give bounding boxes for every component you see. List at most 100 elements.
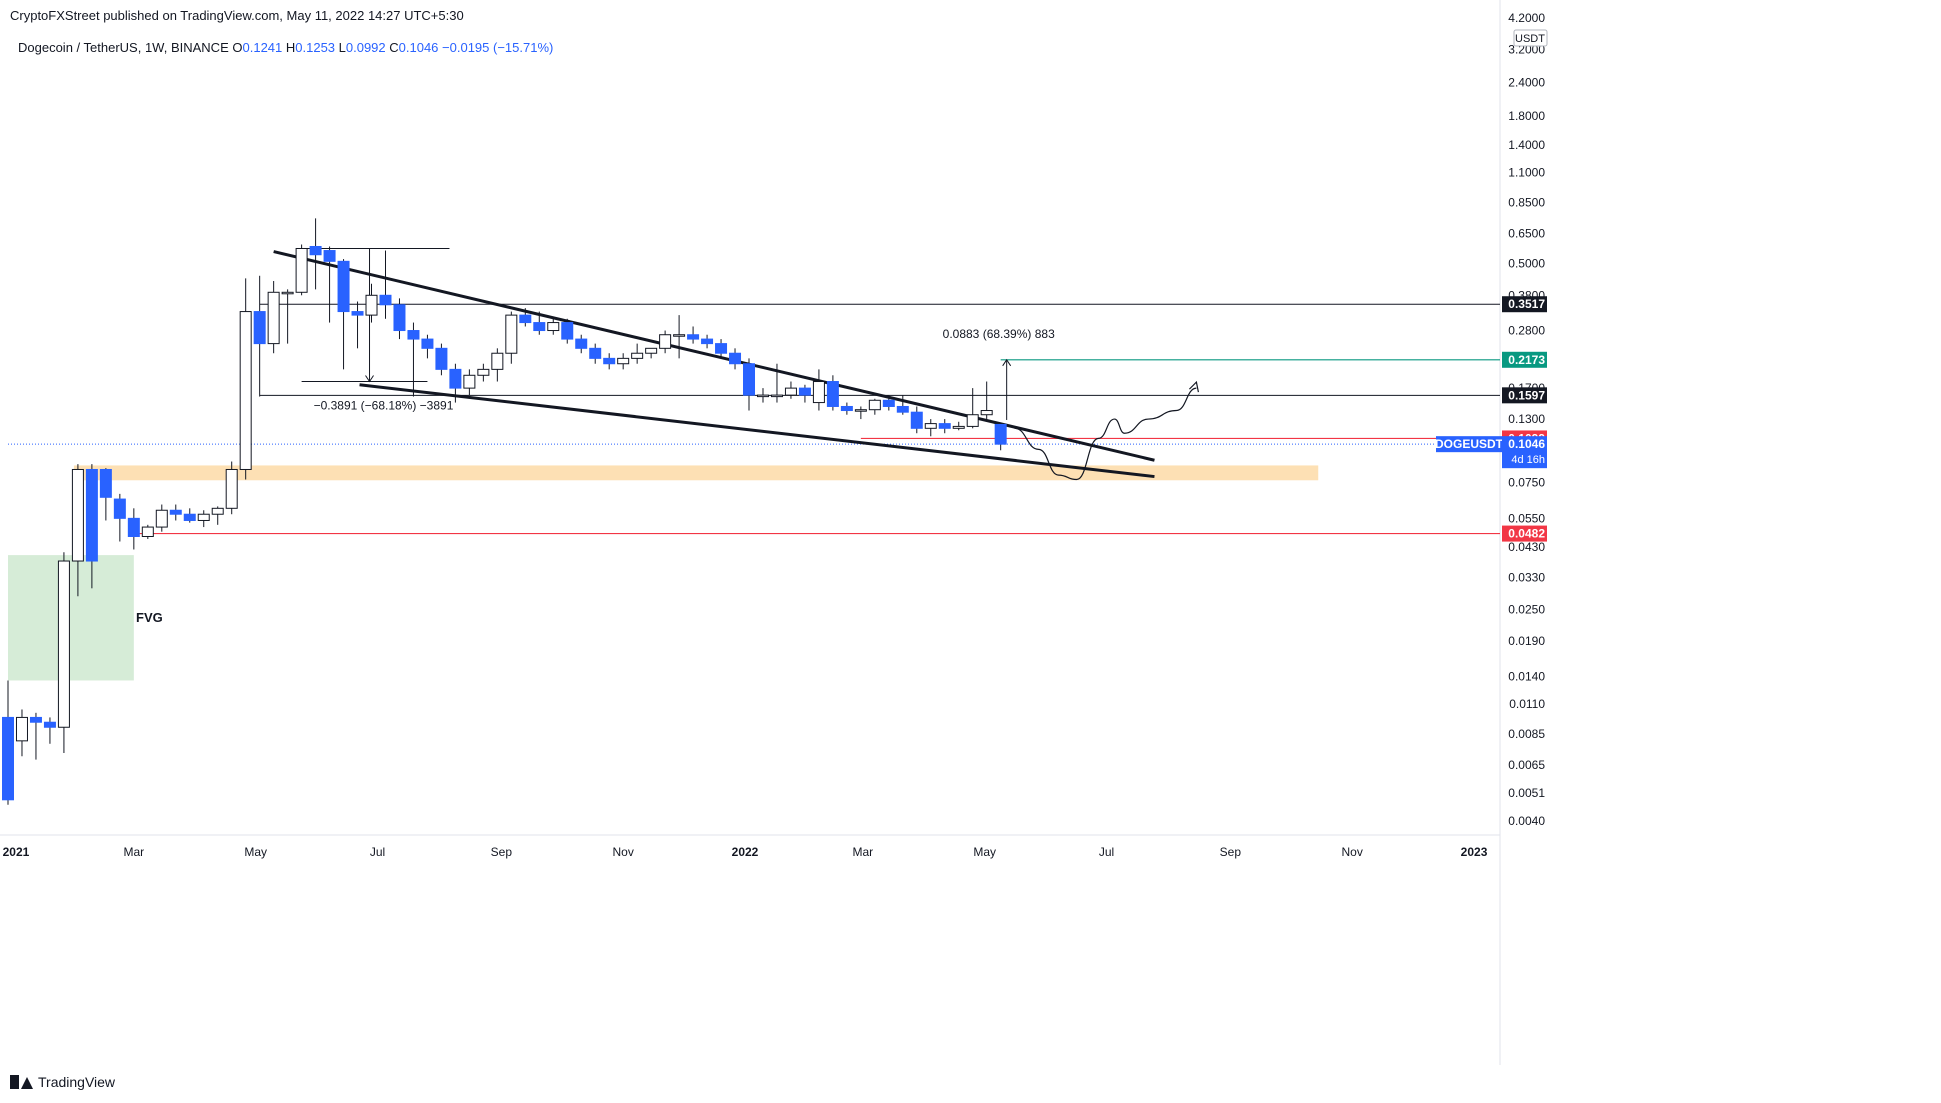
forecast-arrowhead [1188, 380, 1199, 393]
candle-body [980, 410, 993, 416]
candle-body [463, 374, 476, 389]
candle-body [337, 260, 350, 313]
level-price-badge [1502, 387, 1547, 404]
candle [99, 468, 112, 521]
candle-body [351, 311, 364, 316]
tradingview-logo-icon [10, 1075, 33, 1089]
y-tick-label: 0.0550 [1508, 511, 1545, 525]
y-unit-label: USDT [1515, 33, 1545, 45]
y-tick-label: 0.5000 [1508, 257, 1545, 271]
level-price-label: 0.1597 [1508, 388, 1545, 402]
x-tick-label: May [973, 845, 996, 859]
candle-body [617, 357, 630, 365]
forecast-path [1014, 387, 1197, 481]
candle-body [659, 334, 672, 349]
candle [631, 343, 644, 364]
candle [756, 388, 769, 403]
candle-body [924, 423, 937, 429]
candle [57, 552, 70, 754]
measure-down-label: −0.3891 (−68.18%) −3891 [314, 399, 454, 413]
candle [910, 406, 923, 434]
y-tick-label: 0.0085 [1508, 727, 1545, 741]
y-tick-label: 0.0190 [1508, 634, 1545, 648]
wedge-upper-trendline [273, 250, 1155, 462]
candle-body [966, 414, 979, 427]
candle-body [267, 291, 280, 345]
candle-body [756, 394, 769, 398]
measure-up-label: 0.0883 (68.39%) 883 [943, 327, 1055, 341]
measure-up-arrowhead [1002, 358, 1012, 367]
change-value: −0.0195 (−15.71%) [442, 40, 554, 55]
candle-body [952, 425, 965, 429]
tradingview-brand: TradingView [10, 1074, 115, 1090]
candle [994, 423, 1007, 451]
zone-FVG [8, 555, 134, 681]
y-tick-label: 0.0065 [1508, 758, 1545, 772]
y-tick-label: 0.0750 [1508, 476, 1545, 490]
candle-body [826, 381, 839, 407]
y-tick-label: 4.2000 [1508, 11, 1545, 25]
candle [29, 712, 42, 760]
candle [617, 353, 630, 370]
candle [701, 334, 714, 349]
candle-body [896, 405, 909, 413]
candle-body [491, 352, 504, 370]
candle [868, 398, 881, 415]
y-tick-label: 0.1300 [1508, 412, 1545, 426]
candle [966, 388, 979, 429]
candle-body [547, 322, 560, 332]
candle [547, 318, 560, 335]
candle-body [561, 322, 574, 340]
candle-body [211, 507, 224, 515]
candle-body [379, 294, 392, 306]
ohlc-key-c: C [385, 40, 399, 55]
candle [281, 289, 294, 344]
candle [980, 381, 993, 420]
candle [169, 504, 182, 521]
fvg-label: FVG [136, 610, 163, 625]
level-price-label: 0.0482 [1508, 527, 1545, 541]
candle [840, 402, 853, 415]
candle [225, 461, 238, 515]
candle-body [309, 245, 322, 256]
candle [127, 508, 140, 550]
candle [854, 406, 867, 420]
candle-body [687, 334, 700, 340]
candle-body [784, 387, 797, 396]
candle-body [505, 314, 518, 354]
candle-body [169, 509, 182, 515]
candle [519, 308, 532, 327]
candle [71, 464, 84, 597]
candle-body [71, 468, 84, 562]
candle-body [281, 291, 294, 295]
candle [659, 330, 672, 354]
x-tick-label: Nov [613, 845, 634, 859]
candle [784, 381, 797, 399]
candle [309, 218, 322, 290]
candle-body [113, 498, 126, 519]
candle [211, 506, 224, 525]
candle-body [29, 716, 42, 723]
candle [15, 709, 28, 757]
x-tick-label: Mar [123, 845, 144, 859]
y-tick-label: 0.2800 [1508, 324, 1545, 338]
ohlc-value-o: 0.1241 [242, 40, 283, 55]
candle [337, 259, 350, 370]
candle [826, 375, 839, 411]
candle-body [2, 716, 14, 801]
y-tick-label: 1.8000 [1508, 109, 1545, 123]
candle [798, 384, 811, 403]
candle-body [43, 721, 56, 728]
level-price-label: 0.2173 [1508, 353, 1545, 367]
y-unit-badge [1513, 29, 1548, 47]
y-tick-label: 0.6500 [1508, 226, 1545, 240]
candle [449, 363, 462, 403]
y-tick-label: 0.0430 [1508, 540, 1545, 554]
candle-body [183, 513, 196, 521]
candle [589, 343, 602, 364]
candle-body [323, 250, 336, 262]
candle-body [631, 352, 644, 359]
y-tick-label: 1.4000 [1508, 138, 1545, 152]
candle-body [253, 311, 266, 345]
